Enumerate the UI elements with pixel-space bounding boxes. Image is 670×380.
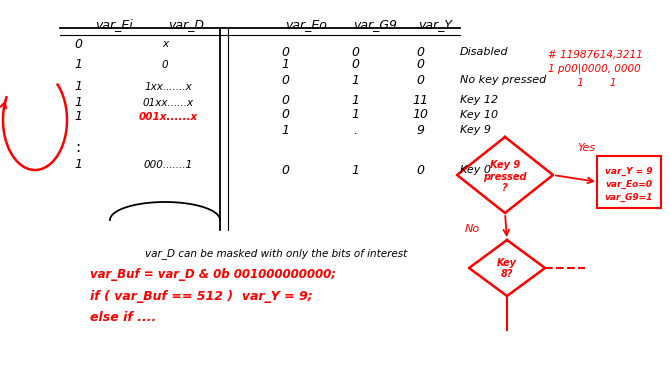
Text: 0: 0: [161, 60, 168, 70]
Text: No: No: [464, 224, 480, 234]
Text: 1: 1: [74, 97, 82, 109]
Text: 0: 0: [416, 46, 424, 59]
Text: 1: 1: [351, 163, 359, 176]
Text: 1: 1: [74, 59, 82, 71]
Text: var_G9=1: var_G9=1: [605, 193, 653, 202]
Text: var_Y: var_Y: [418, 18, 452, 31]
Text: var_D can be masked with only the bits of interest: var_D can be masked with only the bits o…: [145, 248, 407, 259]
Text: 1: 1: [74, 111, 82, 124]
Text: 0: 0: [351, 59, 359, 71]
Text: 1: 1: [351, 109, 359, 122]
Text: 1: 1: [74, 81, 82, 93]
Text: 0: 0: [281, 46, 289, 59]
Text: 0: 0: [281, 73, 289, 87]
Text: Key 12: Key 12: [460, 95, 498, 105]
Text: var_G9: var_G9: [353, 18, 397, 31]
Text: 0: 0: [351, 46, 359, 59]
Text: 0: 0: [416, 59, 424, 71]
Text: 1        1: 1 1: [548, 78, 616, 88]
Text: Yes: Yes: [577, 143, 595, 153]
Text: 001x......x: 001x......x: [139, 112, 198, 122]
FancyBboxPatch shape: [597, 156, 661, 208]
Text: var_Eo: var_Eo: [285, 18, 327, 31]
Text: 0: 0: [281, 93, 289, 106]
Text: No key pressed: No key pressed: [460, 75, 546, 85]
Text: 01xx......x: 01xx......x: [143, 98, 194, 108]
Text: Disabled: Disabled: [460, 47, 509, 57]
Text: 1: 1: [74, 158, 82, 171]
Text: var_Buf = var_D & 0b 001000000000;: var_Buf = var_D & 0b 001000000000;: [90, 268, 336, 281]
Text: var_D: var_D: [168, 18, 204, 31]
Text: :: :: [76, 141, 80, 155]
Text: 1 p00|0000, 0000: 1 p00|0000, 0000: [548, 64, 641, 74]
Text: 1: 1: [351, 73, 359, 87]
Text: Key 9: Key 9: [490, 160, 520, 170]
Text: 1: 1: [281, 59, 289, 71]
Text: Key: Key: [497, 258, 517, 268]
Text: 10: 10: [412, 109, 428, 122]
Text: pressed: pressed: [483, 172, 527, 182]
Text: Key 0: Key 0: [460, 165, 491, 175]
Text: 1: 1: [281, 124, 289, 136]
Text: var_Eo=0: var_Eo=0: [606, 180, 653, 189]
Text: 0: 0: [416, 163, 424, 176]
Text: 9: 9: [416, 124, 424, 136]
Text: 0: 0: [281, 109, 289, 122]
Text: 000.......1: 000.......1: [143, 160, 193, 170]
Text: 0: 0: [281, 163, 289, 176]
Text: x: x: [162, 39, 168, 49]
Text: else if ....: else if ....: [90, 311, 156, 324]
Text: # 11987614,3211: # 11987614,3211: [548, 50, 643, 60]
Text: 8?: 8?: [500, 269, 513, 279]
Text: var_Y = 9: var_Y = 9: [605, 167, 653, 176]
Text: 1: 1: [351, 93, 359, 106]
Text: var_Ei: var_Ei: [95, 18, 133, 31]
Text: 11: 11: [412, 93, 428, 106]
Text: .: .: [353, 124, 357, 136]
Text: Key 10: Key 10: [460, 110, 498, 120]
Text: 0: 0: [74, 38, 82, 51]
Text: 0: 0: [416, 73, 424, 87]
Text: 1xx.......x: 1xx.......x: [144, 82, 192, 92]
Text: Key 9: Key 9: [460, 125, 491, 135]
Text: ?: ?: [502, 183, 508, 193]
Text: if ( var_Buf == 512 )  var_Y = 9;: if ( var_Buf == 512 ) var_Y = 9;: [90, 290, 313, 303]
